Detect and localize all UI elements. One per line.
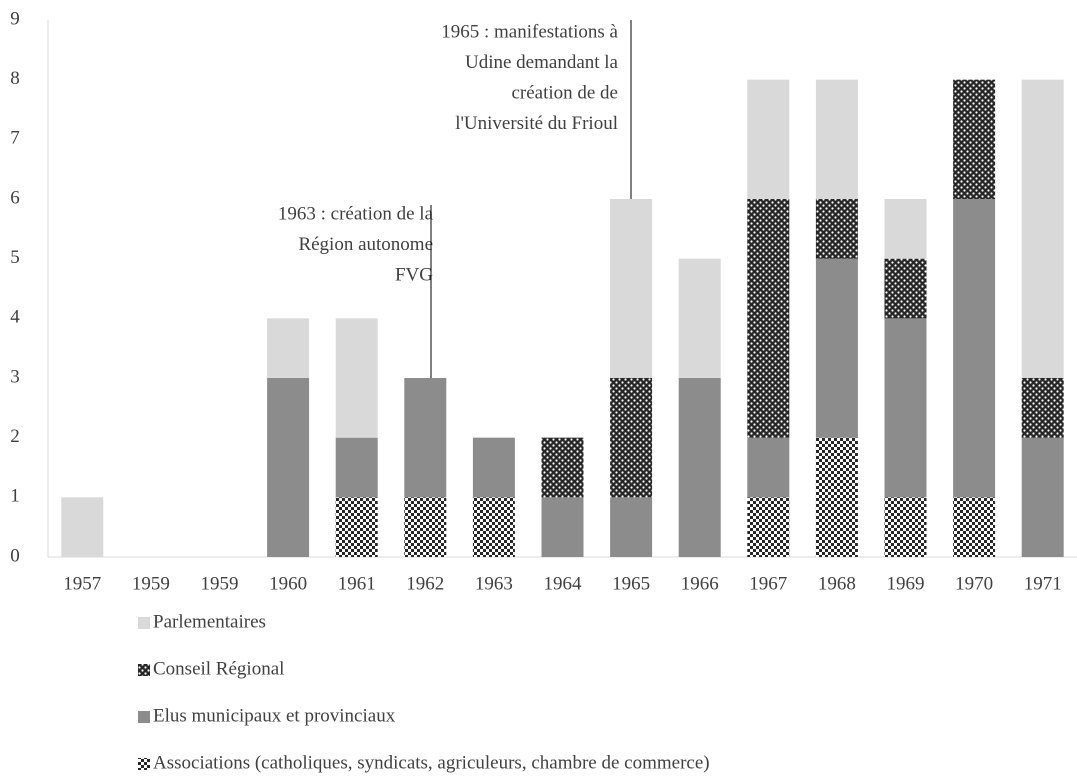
y-tick-label: 7 xyxy=(10,128,20,149)
bar-segment xyxy=(610,497,653,557)
y-tick-label: 3 xyxy=(10,366,20,387)
bar-segment xyxy=(267,318,310,378)
x-tick-label: 1959 xyxy=(132,573,170,594)
bar-segment xyxy=(815,79,858,199)
y-tick-label: 2 xyxy=(10,426,20,447)
legend-swatch xyxy=(138,617,150,629)
annotation-text: création de de xyxy=(511,82,618,103)
bar-segment xyxy=(541,437,584,498)
x-tick-label: 1971 xyxy=(1024,573,1062,594)
annotation-text: Udine demandant la xyxy=(465,52,619,73)
annotation-text: Région autonome xyxy=(298,234,433,255)
bar-segment xyxy=(61,497,104,557)
bar-segment xyxy=(1021,378,1064,438)
x-tick-label: 1965 xyxy=(612,573,650,594)
x-tick-label: 1962 xyxy=(406,573,444,594)
y-tick-label: 0 xyxy=(10,545,20,566)
legend-swatch xyxy=(138,664,150,676)
annotation-text: FVG xyxy=(395,264,433,285)
bar-segment xyxy=(815,437,858,557)
x-tick-label: 1961 xyxy=(338,573,376,594)
bar-segment xyxy=(884,497,927,557)
bar-segment xyxy=(335,318,378,438)
bar-segment xyxy=(747,437,790,498)
legend-swatch xyxy=(138,758,150,770)
x-tick-label: 1968 xyxy=(818,573,856,594)
y-tick-label: 4 xyxy=(10,307,20,328)
y-tick-label: 6 xyxy=(10,187,20,208)
bar-segment xyxy=(953,79,996,199)
bar-segment xyxy=(815,199,858,259)
bar-segment xyxy=(884,258,927,319)
x-tick-label: 1960 xyxy=(269,573,307,594)
bar-segment xyxy=(335,497,378,557)
annotation-text: 1963 : création de la xyxy=(278,203,434,224)
x-tick-label: 1970 xyxy=(955,573,993,594)
bar-segment xyxy=(747,497,790,557)
x-tick-label: 1967 xyxy=(749,573,787,594)
bar-segment xyxy=(472,437,515,498)
bar-segment xyxy=(610,378,653,498)
bar-segment xyxy=(541,497,584,557)
bar-segment xyxy=(335,437,378,498)
bar-segment xyxy=(678,378,721,557)
legend-label: Associations (catholiques, syndicats, ag… xyxy=(153,752,710,773)
x-tick-label: 1964 xyxy=(544,573,583,594)
bar-segment xyxy=(747,79,790,199)
y-tick-label: 5 xyxy=(10,247,20,268)
x-tick-label: 1957 xyxy=(63,573,101,594)
bar-segment xyxy=(884,199,927,259)
bar-segment xyxy=(610,199,653,378)
bar-segment xyxy=(1021,437,1064,557)
bar-segment xyxy=(678,258,721,378)
annotation-text: l'Université du Frioul xyxy=(455,113,618,134)
y-tick-label: 8 xyxy=(10,68,20,89)
x-tick-label: 1969 xyxy=(887,573,925,594)
bar-segment xyxy=(815,258,858,438)
bar-segment xyxy=(884,318,927,498)
bar-segment xyxy=(404,497,447,557)
y-tick-label: 9 xyxy=(10,8,20,29)
bar-segment xyxy=(267,378,310,557)
bar-segment xyxy=(472,497,515,557)
legend-label: Elus municipaux et provinciaux xyxy=(153,705,396,726)
x-tick-label: 1959 xyxy=(201,573,239,594)
annotation-text: 1965 : manifestations à xyxy=(441,21,618,42)
bar-segment xyxy=(404,378,447,498)
legend-swatch xyxy=(138,711,150,723)
x-tick-label: 1963 xyxy=(475,573,513,594)
y-tick-label: 1 xyxy=(10,486,20,507)
legend-label: Conseil Régional xyxy=(153,658,284,679)
bar-segment xyxy=(953,497,996,557)
x-tick-label: 1966 xyxy=(681,573,719,594)
bar-segment xyxy=(747,199,790,438)
legend-label: Parlementaires xyxy=(153,611,266,632)
bar-segment xyxy=(953,199,996,498)
bar-segment xyxy=(1021,79,1064,379)
